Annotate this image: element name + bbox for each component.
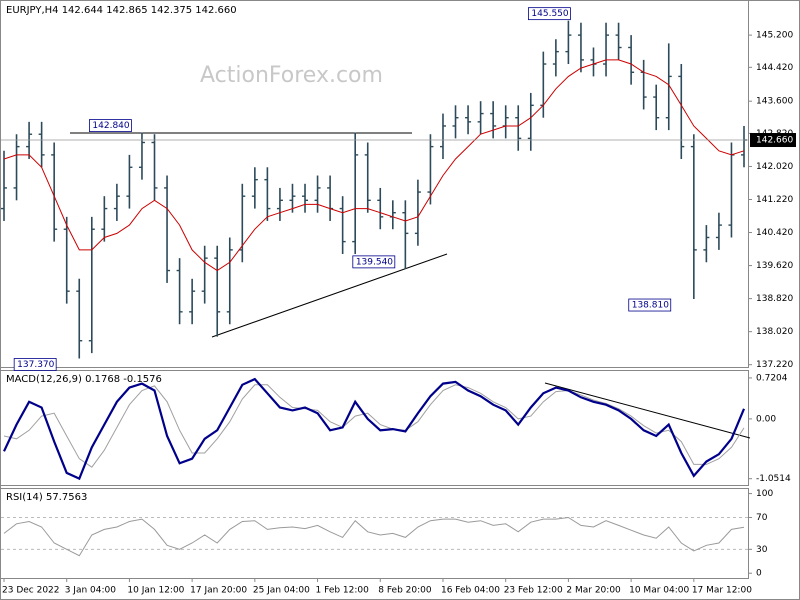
x-tick-label: 1 Feb 12:00 [316,586,370,596]
y-tick-label: 143.600 [756,97,793,107]
y-tick-label: 145.200 [756,31,793,41]
x-tick-label: 16 Feb 04:00 [441,586,500,596]
y-tick-label: 137.220 [756,360,793,370]
price-title: EURJPY,H4 142.644 142.865 142.375 142.66… [6,5,237,16]
moving-average [3,59,745,272]
macd-title: MACD(12,26,9) 0.1768 -0.1576 [6,374,162,385]
y-tick-label: 138.820 [756,294,793,304]
x-tick-label: 8 Feb 20:00 [378,586,432,596]
indicator-line [3,516,745,557]
x-tick-label: 25 Jan 04:00 [253,586,310,596]
x-tick-label: 3 Jan 04:00 [65,586,117,596]
x-tick-label: 10 Mar 04:00 [629,586,689,596]
watermark: ActionForex.com [200,63,383,88]
macd-panel [0,370,749,486]
price-annotation-box [352,255,396,269]
support-trendline [211,253,448,338]
x-tick-label: 17 Jan 20:00 [190,586,247,596]
y-tick-label: 0.7204 [756,373,788,383]
indicator-line [3,377,746,481]
price-annotation: 139.540 [356,257,393,267]
y-tick-label: 142.020 [756,162,793,172]
y-tick-label: 70 [756,513,768,523]
x-tick-label: 10 Jan 12:00 [127,586,184,596]
y-tick-label: 100 [756,489,773,499]
price-panel [0,0,749,368]
y-tick-label: 141.220 [756,195,793,205]
y-tick-label: 0 [756,569,762,579]
rsi-title: RSI(14) 57.7563 [6,492,87,503]
x-tick-label: 17 Mar 12:00 [692,586,752,596]
y-tick-label: 144.420 [756,63,793,73]
price-annotation: 145.550 [531,9,568,19]
y-tick-label: 140.420 [756,228,793,238]
price-annotation: 138.810 [632,301,669,311]
price-annotation-box [13,358,57,371]
rsi-panel [0,488,749,579]
y-tick-label: 30 [756,545,768,555]
y-tick-label: -1.0514 [756,474,791,484]
price-annotation-box [89,119,132,132]
price-annotation-box [528,7,571,21]
y-tick-label: 139.620 [756,261,793,271]
price-annotation-box [628,298,672,312]
indicator-line [3,384,745,468]
price-annotation: 142.840 [92,121,129,131]
price-annotation: 137.370 [17,360,54,370]
current-price-box [750,133,796,148]
y-tick-label: 138.020 [756,327,793,337]
y-tick-label: 0.00 [756,414,776,424]
current-price-label: 142.660 [756,136,793,146]
x-tick-label: 2 Mar 20:00 [566,586,621,596]
x-tick-label: 23 Dec 2022 [2,586,60,596]
macd-trendline [544,382,751,439]
x-tick-label: 23 Feb 12:00 [504,586,563,596]
